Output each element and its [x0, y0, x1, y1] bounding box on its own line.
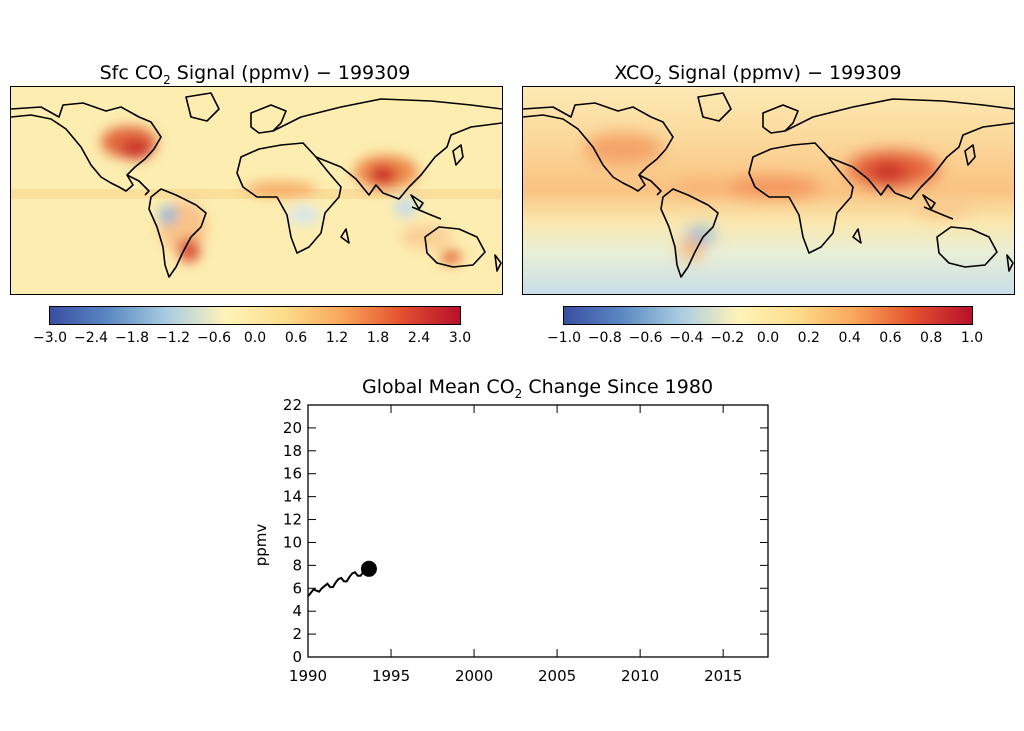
colorbar-tick-label: −1.2: [156, 330, 190, 346]
xco2-signal-field: [583, 133, 973, 259]
colorbar-tick-label: 1.8: [366, 330, 390, 346]
y-tick-label: 14: [283, 488, 302, 506]
y-tick-label: 16: [283, 465, 302, 483]
colorbar-tick-label: −0.2: [710, 330, 745, 346]
colorbar-tick-label: −1.8: [115, 330, 149, 346]
sfc-title-text: Sfc CO: [99, 62, 164, 84]
colorbar-tick-label: 0.6: [284, 330, 308, 346]
x-tick-label: 2000: [455, 667, 493, 685]
colorbar-tick-label: −0.6: [628, 330, 663, 346]
colorbar-tick-label: −2.4: [74, 330, 108, 346]
y-tick-label: 0: [292, 648, 302, 666]
sfc-title-sub: 2: [163, 72, 171, 87]
y-tick-label: 20: [283, 419, 302, 437]
xco2-title-text: XCO: [614, 62, 655, 84]
xco2-panel-title: XCO2 Signal (ppmv) − 199309: [528, 62, 988, 87]
sfc-signal-map: [10, 86, 503, 295]
colorbar-tick-label: −0.4: [669, 330, 704, 346]
y-tick-label: 12: [283, 511, 302, 529]
timeseries-title: Global Mean CO2 Change Since 1980: [300, 376, 775, 401]
xco2-title-text-2: Signal (ppmv) − 199309: [661, 62, 902, 84]
colorbar-tick-label: −3.0: [33, 330, 67, 346]
sfc-signal-field: [101, 126, 461, 264]
x-tick-label: 2015: [704, 667, 742, 685]
xco2-signal-map: [522, 86, 1015, 295]
co2-change-line: [307, 567, 370, 597]
colorbar-tick-label: 1.2: [325, 330, 349, 346]
ts-title-text: Global Mean CO: [361, 376, 515, 398]
y-tick-label: 6: [292, 579, 302, 597]
xco2-title-sub: 2: [654, 72, 662, 87]
colorbar-tick-label: 0.4: [838, 330, 861, 346]
colorbar-tick-label: 0.2: [797, 330, 820, 346]
xco2-coastlines: [523, 92, 1014, 278]
y-tick-label: 10: [283, 533, 302, 551]
colorbar-tick-label: 1.0: [960, 330, 984, 346]
sfc-panel-title: Sfc CO2 Signal (ppmv) − 199309: [20, 62, 490, 87]
colorbar-tick-label: −1.0: [547, 330, 581, 346]
x-tick-label: 2010: [621, 667, 659, 685]
plot-frame: [307, 404, 769, 658]
sfc-title-text-2: Signal (ppmv) − 199309: [170, 62, 411, 84]
y-tick-label: 2: [292, 625, 302, 643]
sfc-colorbar: [49, 306, 461, 325]
colorbar-tick-label: 0.0: [756, 330, 780, 346]
sfc-coastlines: [11, 92, 502, 278]
x-tick-label: 1990: [289, 667, 327, 685]
colorbar-tick-label: 2.4: [407, 330, 431, 346]
x-tick-label: 2005: [538, 667, 576, 685]
y-tick-label: 22: [283, 396, 302, 414]
colorbar-tick-label: 0.0: [243, 330, 267, 346]
colorbar-tick-label: 3.0: [448, 330, 472, 346]
colorbar-tick-label: −0.8: [587, 330, 622, 346]
y-tick-label: 8: [292, 556, 302, 574]
current-point-marker: [360, 560, 377, 577]
y-tick-label: 18: [283, 442, 302, 460]
colorbar-tick-label: −0.6: [197, 330, 231, 346]
y-tick-label: 4: [292, 602, 302, 620]
xco2-colorbar: [563, 306, 973, 325]
x-tick-label: 1995: [372, 667, 410, 685]
ts-title-sub: 2: [514, 386, 523, 401]
colorbar-tick-label: 0.8: [920, 330, 943, 346]
y-axis-label: ppmv: [252, 524, 270, 567]
colorbar-tick-label: 0.6: [879, 330, 902, 346]
ts-title-text-2: Change Since 1980: [522, 376, 714, 398]
